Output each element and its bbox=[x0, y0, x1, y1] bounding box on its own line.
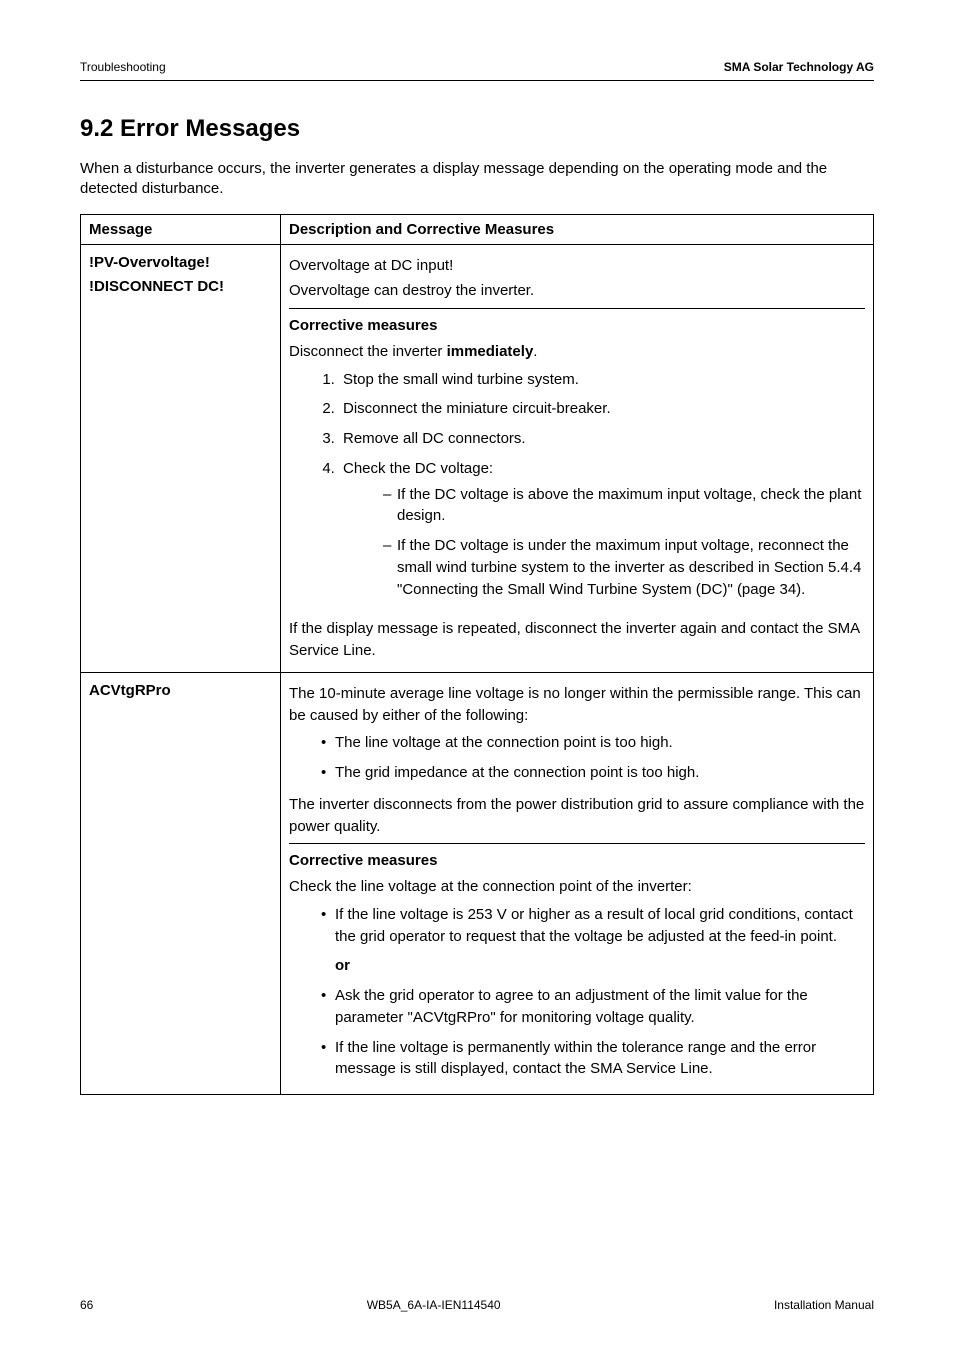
steps-list: Stop the small wind turbine system. Disc… bbox=[289, 367, 865, 615]
description-content: The 10-minute average line voltage is no… bbox=[289, 683, 865, 1086]
desc-line: Check the line voltage at the connection… bbox=[289, 876, 865, 898]
col-header-message: Message bbox=[81, 214, 281, 244]
section-intro: When a disturbance occurs, the inverter … bbox=[80, 159, 874, 200]
text-bold: immediately bbox=[447, 343, 534, 360]
bullet-list: The line voltage at the connection point… bbox=[289, 730, 865, 790]
desc-line: Overvoltage at DC input! bbox=[289, 255, 865, 277]
step-item: Check the DC voltage: If the DC voltage … bbox=[339, 456, 865, 615]
header-rule bbox=[80, 80, 874, 81]
bullet-item: The line voltage at the connection point… bbox=[321, 730, 865, 760]
footer-doc-id: WB5A_6A-IA-IEN114540 bbox=[367, 1298, 501, 1312]
section-title: 9.2 Error Messages bbox=[80, 115, 874, 143]
footer-page-number: 66 bbox=[80, 1298, 93, 1312]
sub-list: If the DC voltage is above the maximum i… bbox=[343, 482, 865, 607]
table-row: !PV-Overvoltage! !DISCONNECT DC! Overvol… bbox=[81, 244, 874, 672]
msg-disconnect-dc: !DISCONNECT DC! bbox=[89, 275, 272, 299]
message-cell: ACVtgRPro bbox=[81, 672, 281, 1094]
table-row: ACVtgRPro The 10-minute average line vol… bbox=[81, 672, 874, 1094]
desc-line: Disconnect the inverter immediately. bbox=[289, 341, 865, 363]
bullet-item: The grid impedance at the connection poi… bbox=[321, 760, 865, 790]
col-header-description: Description and Corrective Measures bbox=[281, 214, 874, 244]
header-left: Troubleshooting bbox=[80, 60, 166, 74]
bullet-item: Ask the grid operator to agree to an adj… bbox=[321, 983, 865, 1035]
bullet-item: If the line voltage is 253 V or higher a… bbox=[321, 902, 865, 954]
bullet-list: Ask the grid operator to agree to an adj… bbox=[289, 983, 865, 1086]
bullet-list: If the line voltage is 253 V or higher a… bbox=[289, 902, 865, 954]
or-separator: or bbox=[289, 955, 865, 977]
bullet-item: If the line voltage is permanently withi… bbox=[321, 1035, 865, 1087]
sub-item: If the DC voltage is under the maximum i… bbox=[383, 533, 865, 606]
page: Troubleshooting SMA Solar Technology AG … bbox=[0, 0, 954, 1352]
msg-pv-overvoltage: !PV-Overvoltage! bbox=[89, 251, 272, 275]
header-right: SMA Solar Technology AG bbox=[724, 60, 874, 74]
error-table: Message Description and Corrective Measu… bbox=[80, 214, 874, 1096]
step-item: Stop the small wind turbine system. bbox=[339, 367, 865, 397]
footer-doc-type: Installation Manual bbox=[774, 1298, 874, 1312]
step-text: Check the DC voltage: bbox=[343, 460, 493, 477]
text-fragment: . bbox=[533, 343, 537, 360]
corrective-measures-heading: Corrective measures bbox=[289, 308, 865, 337]
desc-line: The 10-minute average line voltage is no… bbox=[289, 683, 865, 727]
text-fragment: Disconnect the inverter bbox=[289, 343, 447, 360]
desc-line: If the display message is repeated, disc… bbox=[289, 618, 865, 662]
message-cell: !PV-Overvoltage! !DISCONNECT DC! bbox=[81, 244, 281, 672]
page-header: Troubleshooting SMA Solar Technology AG bbox=[80, 60, 874, 74]
description-cell: The 10-minute average line voltage is no… bbox=[281, 672, 874, 1094]
description-cell: Overvoltage at DC input! Overvoltage can… bbox=[281, 244, 874, 672]
msg-acvtgrpro: ACVtgRPro bbox=[89, 679, 272, 703]
desc-line: Overvoltage can destroy the inverter. bbox=[289, 280, 865, 302]
description-content: Overvoltage at DC input! Overvoltage can… bbox=[289, 255, 865, 662]
corrective-measures-heading: Corrective measures bbox=[289, 843, 865, 872]
page-footer: 66 WB5A_6A-IA-IEN114540 Installation Man… bbox=[80, 1278, 874, 1312]
desc-line: The inverter disconnects from the power … bbox=[289, 794, 865, 838]
step-item: Remove all DC connectors. bbox=[339, 426, 865, 456]
sub-item: If the DC voltage is above the maximum i… bbox=[383, 482, 865, 534]
step-item: Disconnect the miniature circuit-breaker… bbox=[339, 396, 865, 426]
